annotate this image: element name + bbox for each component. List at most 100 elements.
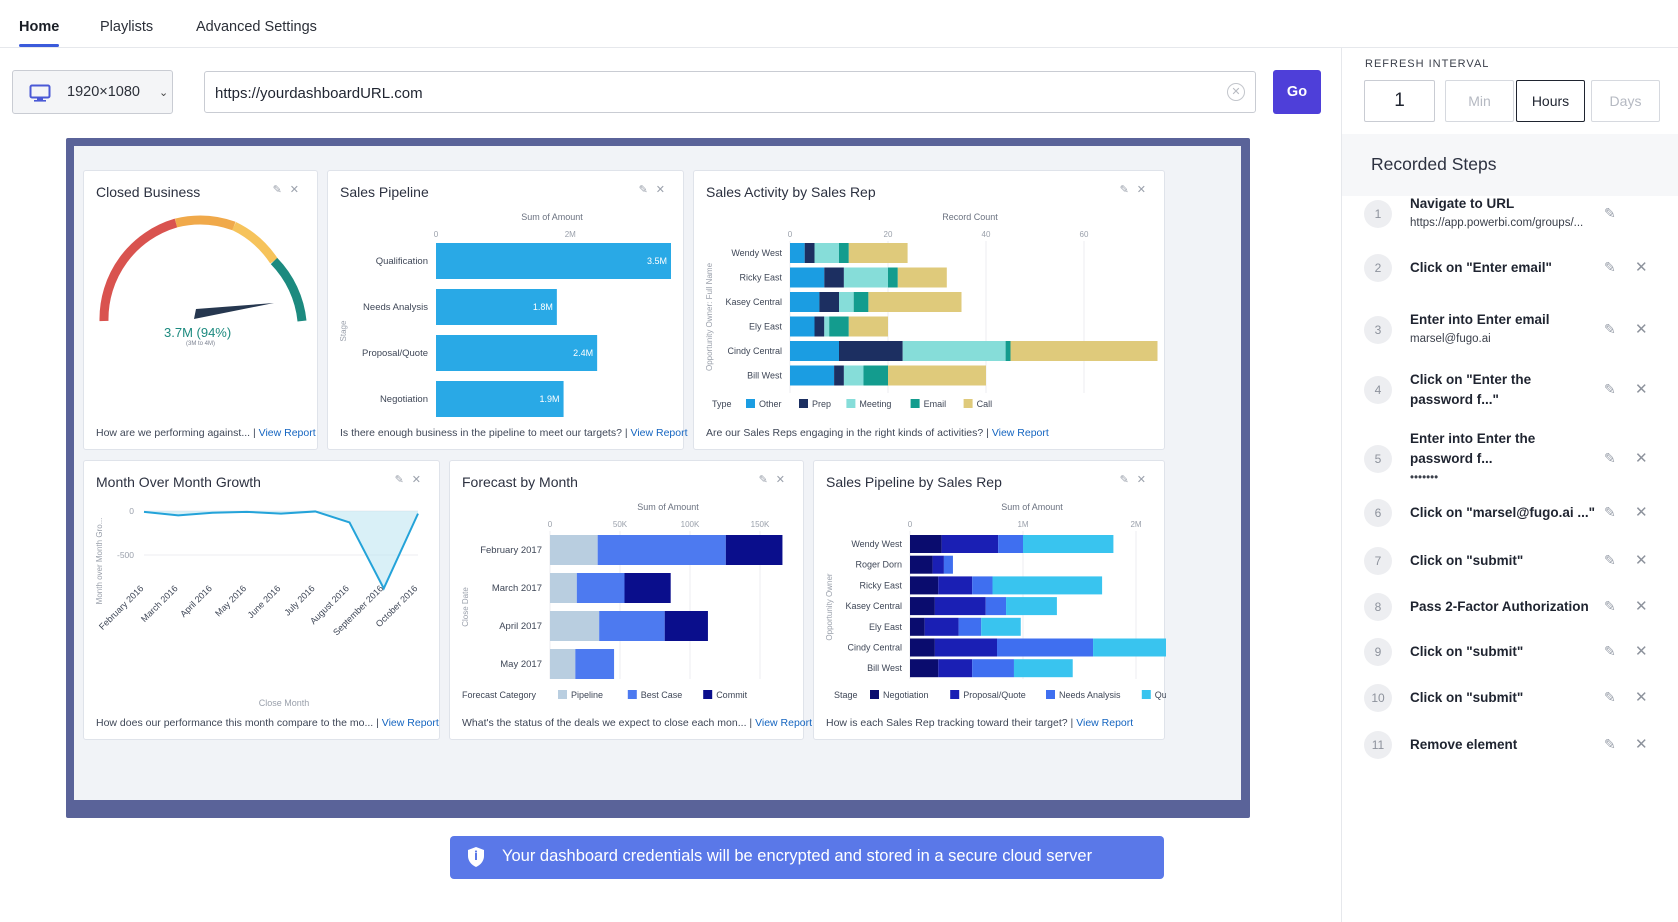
bar-segment: [910, 576, 939, 595]
legend-label: Negotiation: [883, 690, 929, 700]
delete-step-icon[interactable]: ✕: [1635, 552, 1648, 569]
bar-segment: [819, 292, 839, 312]
delete-step-icon[interactable]: ✕: [1635, 643, 1648, 660]
edit-pencil-icon[interactable]: ✎: [1604, 504, 1616, 520]
unit-days-button[interactable]: Days: [1591, 80, 1660, 122]
active-tab-indicator: [19, 44, 59, 47]
unit-min-button[interactable]: Min: [1445, 80, 1514, 122]
card-actions[interactable]: ✎✕: [1119, 184, 1154, 196]
bar-segment: [834, 365, 844, 386]
bar-segment: [848, 243, 908, 263]
bar-segment: [910, 597, 935, 616]
card-actions[interactable]: ✎✕: [394, 474, 429, 486]
x-tick-label: March 2016: [139, 583, 180, 624]
delete-step-icon[interactable]: ✕: [1635, 381, 1648, 398]
step-detail: •••••••: [1410, 472, 1439, 484]
edit-pencil-icon[interactable]: ✎: [1604, 689, 1616, 705]
view-report-link[interactable]: View Report: [630, 427, 688, 439]
edit-pencil-icon[interactable]: ✎: [1604, 643, 1616, 659]
data-label: 1.9M: [540, 394, 560, 404]
bar-segment: [981, 617, 1021, 636]
resolution-label: 1920×1080: [67, 84, 140, 100]
category-label: Bill West: [867, 663, 902, 673]
card-actions[interactable]: ✎✕: [1119, 474, 1154, 486]
step-detail: https://app.powerbi.com/groups/...: [1410, 217, 1584, 229]
bar-segment: [902, 341, 1006, 361]
edit-pencil-icon[interactable]: ✎: [1604, 598, 1616, 614]
unit-hours-button[interactable]: Hours: [1516, 80, 1585, 122]
delete-step-icon[interactable]: ✕: [1635, 321, 1648, 338]
tab-home[interactable]: Home: [19, 19, 60, 35]
delete-step-icon[interactable]: ✕: [1635, 689, 1648, 706]
gauge-value: 3.7M (94%): [164, 325, 232, 340]
edit-pencil-icon[interactable]: ✎: [1604, 381, 1616, 397]
bar-segment: [824, 267, 844, 288]
forecast-card: Forecast by Month ✎✕ Sum of Amount 0 50K 10…: [449, 460, 812, 740]
edit-pencil-icon[interactable]: ✎: [1604, 321, 1616, 337]
bar-segment: [910, 535, 942, 553]
bar-segment: [790, 316, 815, 337]
tab-advanced-settings[interactable]: Advanced Settings: [196, 19, 317, 35]
legend-label: Prep: [812, 399, 831, 409]
bar-segment: [938, 576, 973, 595]
delete-step-icon[interactable]: ✕: [1635, 598, 1648, 615]
tab-playlists[interactable]: Playlists: [100, 19, 154, 35]
bar-segment: [1005, 341, 1011, 361]
bar-segment: [1013, 659, 1073, 678]
delete-step-icon[interactable]: ✕: [1635, 259, 1648, 276]
category-label: Qualification: [376, 256, 428, 267]
view-report-link[interactable]: View Report: [1076, 717, 1134, 729]
edit-pencil-icon[interactable]: ✎: [1604, 736, 1616, 752]
bar-segment: [985, 597, 1007, 616]
resolution-dropdown[interactable]: 1920×1080 ⌄: [12, 70, 173, 114]
legend-swatch: [703, 690, 713, 699]
refresh-interval-input[interactable]: 1: [1364, 80, 1435, 122]
legend-label: Other: [759, 399, 782, 409]
go-button[interactable]: Go: [1273, 70, 1321, 114]
bar-segment: [804, 243, 815, 263]
card-actions[interactable]: ✎✕: [638, 184, 673, 196]
view-report-link[interactable]: View Report: [755, 717, 813, 729]
view-report-link[interactable]: View Report: [258, 427, 316, 439]
edit-pencil-icon[interactable]: ✎: [1604, 552, 1616, 568]
card-title: Month Over Month Growth: [96, 474, 261, 490]
sales-activity-card: Sales Activity by Sales Rep ✎✕ Record Co…: [693, 170, 1165, 450]
card-footer: What's the status of the deals we expect…: [462, 717, 813, 729]
delete-step-icon[interactable]: ✕: [1635, 504, 1648, 521]
bar-segment: [790, 243, 805, 263]
legend-swatch: [910, 399, 920, 408]
bar-segment: [992, 576, 1103, 595]
x-tick-label: July 2016: [282, 583, 316, 617]
bar-segment: [863, 365, 888, 386]
legend-title: Type: [712, 399, 732, 409]
view-report-link[interactable]: View Report: [381, 717, 439, 729]
dashboard-canvas: Closed Business ✎✕ 3.7M (94%) (3M to 4M)…: [74, 146, 1241, 800]
x-tick-label: 2M: [565, 230, 576, 239]
delete-step-icon[interactable]: ✕: [1635, 736, 1648, 753]
sales-pipeline-card: Sales Pipeline ✎✕ Sum of Amount 0 2M Stage Q…: [327, 170, 688, 450]
edit-pencil-icon[interactable]: ✎: [1604, 450, 1616, 466]
card-actions[interactable]: ✎✕: [272, 184, 307, 196]
sales-pipeline-chart: Sum of Amount 0 2M Stage Qualification 3.5M Ne…: [339, 212, 671, 417]
bar-segment: [972, 659, 1014, 678]
bar-segment: [1093, 638, 1166, 657]
bar-segment: [972, 576, 993, 595]
y-axis-title: Month over Month Gro...: [95, 518, 104, 605]
step-detail: marsel@fugo.ai: [1410, 333, 1491, 345]
step-title: Enter into Enter the password f...: [1410, 431, 1536, 466]
legend-swatch: [950, 690, 960, 699]
bar-segment: [550, 573, 577, 603]
clear-input-icon[interactable]: ✕: [1227, 83, 1245, 101]
step-title: Click on "submit": [1410, 644, 1524, 659]
x-tick-label: 2M: [1130, 520, 1141, 529]
edit-pencil-icon[interactable]: ✎: [1604, 205, 1616, 221]
bar-segment: [1006, 597, 1057, 616]
delete-step-icon[interactable]: ✕: [1635, 450, 1648, 467]
card-actions[interactable]: ✎✕: [758, 474, 793, 486]
edit-pencil-icon[interactable]: ✎: [1604, 259, 1616, 275]
category-label: Proposal/Quote: [362, 348, 428, 359]
bar-segment: [910, 638, 935, 657]
url-input[interactable]: [215, 81, 1205, 105]
view-report-link[interactable]: View Report: [991, 427, 1049, 439]
bar-segment: [576, 573, 625, 603]
